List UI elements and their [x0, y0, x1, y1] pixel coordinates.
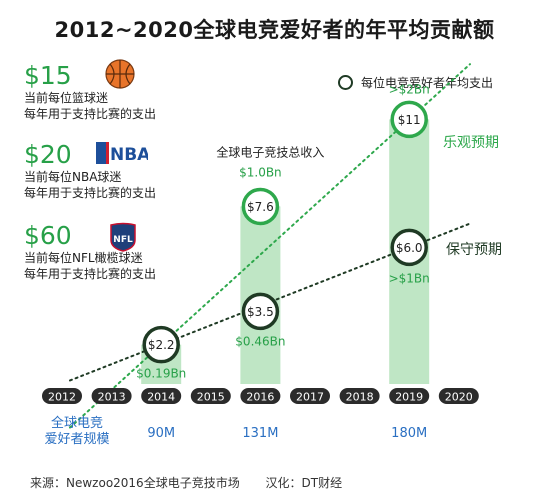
avg-spend-conservative-2016-marker	[241, 292, 280, 331]
nfl-amount: $60	[24, 221, 72, 250]
revenue-label-2019-conservative: >$1Bn	[389, 271, 430, 285]
nfl-comparison: $60 当前每位NFL橄榄球迷 每年用于支持比赛的支出	[24, 222, 156, 282]
audience-title-line2: 爱好者规模	[44, 432, 109, 447]
audience-value-2019: 180M	[391, 426, 427, 441]
year-label-2018: 2018	[346, 391, 374, 404]
basketball-icon	[105, 59, 135, 89]
year-label-2019: 2019	[395, 391, 423, 404]
basketball-line2: 每年用于支持比赛的支出	[24, 107, 157, 121]
avg-spend-conservative-2016-label: $3.5	[247, 305, 274, 319]
avg-spend-optimistic-2019-marker	[390, 100, 428, 139]
revenue-label-2014: $0.19Bn	[136, 367, 186, 381]
year-label-2014: 2014	[147, 391, 175, 404]
legend-ring-icon	[338, 75, 353, 90]
avg-spend-conservative-2019-marker	[390, 228, 428, 267]
year-pill-2018	[339, 388, 380, 404]
conservative-trend-line	[69, 222, 471, 382]
nfl-line1: 当前每位NFL橄榄球迷	[24, 251, 143, 265]
basketball-line1: 当前每位篮球迷	[24, 91, 109, 105]
year-pill-2013	[91, 388, 132, 404]
year-label-2015: 2015	[197, 391, 225, 404]
nba-line1: 当前每位NBA球迷	[24, 170, 122, 184]
audience-value-2014: 90M	[147, 426, 175, 441]
year-label-2012: 2012	[48, 391, 76, 404]
year-label-2017: 2017	[296, 391, 324, 404]
year-pill-2016	[240, 388, 281, 404]
nba-amount: $20	[24, 140, 72, 169]
avg-spend-optimistic-2016-marker	[241, 187, 280, 226]
source-text: 来源：Newzoo2016全球电子竞技市场	[30, 476, 240, 490]
year-label-2016: 2016	[246, 391, 274, 404]
nfl-logo-text: NFL	[113, 235, 133, 245]
avg-spend-2014-marker	[142, 325, 180, 364]
nba-line2: 每年用于支持比赛的支出	[24, 186, 157, 200]
translator-text: 汉化：DT财经	[265, 476, 343, 490]
audience-title-line1: 全球电竞	[51, 415, 103, 431]
nba-logo-text: NBA	[110, 145, 148, 165]
year-label-2020: 2020	[445, 391, 473, 404]
revenue-title: 全球电子竞技总收入	[216, 144, 324, 159]
avg-spend-2014-label: $2.2	[148, 338, 175, 352]
basketball-comparison: $15 当前每位篮球迷 每年用于支持比赛的支出	[24, 62, 156, 122]
audience-value-2016: 131M	[242, 426, 278, 441]
avg-spend-optimistic-2016-label: $7.6	[247, 200, 274, 214]
avg-spend-conservative-2019-label: $6.0	[396, 241, 423, 255]
year-label-2013: 2013	[98, 391, 126, 404]
revenue-label-2016-optimistic: $1.0Bn	[239, 165, 282, 179]
year-pill-2015	[190, 388, 231, 404]
avg-spend-optimistic-2019-label: $11	[398, 113, 421, 127]
conservative-label: 保守预期	[446, 242, 502, 258]
nfl-logo: NFL	[110, 222, 136, 252]
chart-title: 2012~2020全球电竞爱好者的年平均贡献额	[54, 18, 495, 42]
revenue-label-2016-conservative: $0.46Bn	[235, 334, 285, 348]
year-pill-2019	[389, 388, 430, 404]
year-pill-2020	[438, 388, 479, 404]
nba-logo: NBA	[96, 142, 148, 165]
nfl-line2: 每年用于支持比赛的支出	[24, 267, 157, 281]
source-line: 来源：Newzoo2016全球电子竞技市场 汉化：DT财经	[30, 474, 364, 491]
legend: 每位电竞爱好者年均支出	[338, 74, 493, 91]
year-pill-2012	[42, 388, 82, 404]
year-pill-2017	[290, 388, 330, 404]
basketball-amount: $15	[24, 61, 72, 90]
nba-comparison: $20 当前每位NBA球迷 每年用于支持比赛的支出	[24, 141, 156, 201]
revenue-label-2019-optimistic: >$2Bn	[389, 82, 430, 96]
year-pill-2014	[141, 388, 182, 404]
optimistic-label: 乐观预期	[443, 135, 499, 151]
legend-label: 每位电竞爱好者年均支出	[361, 76, 494, 90]
